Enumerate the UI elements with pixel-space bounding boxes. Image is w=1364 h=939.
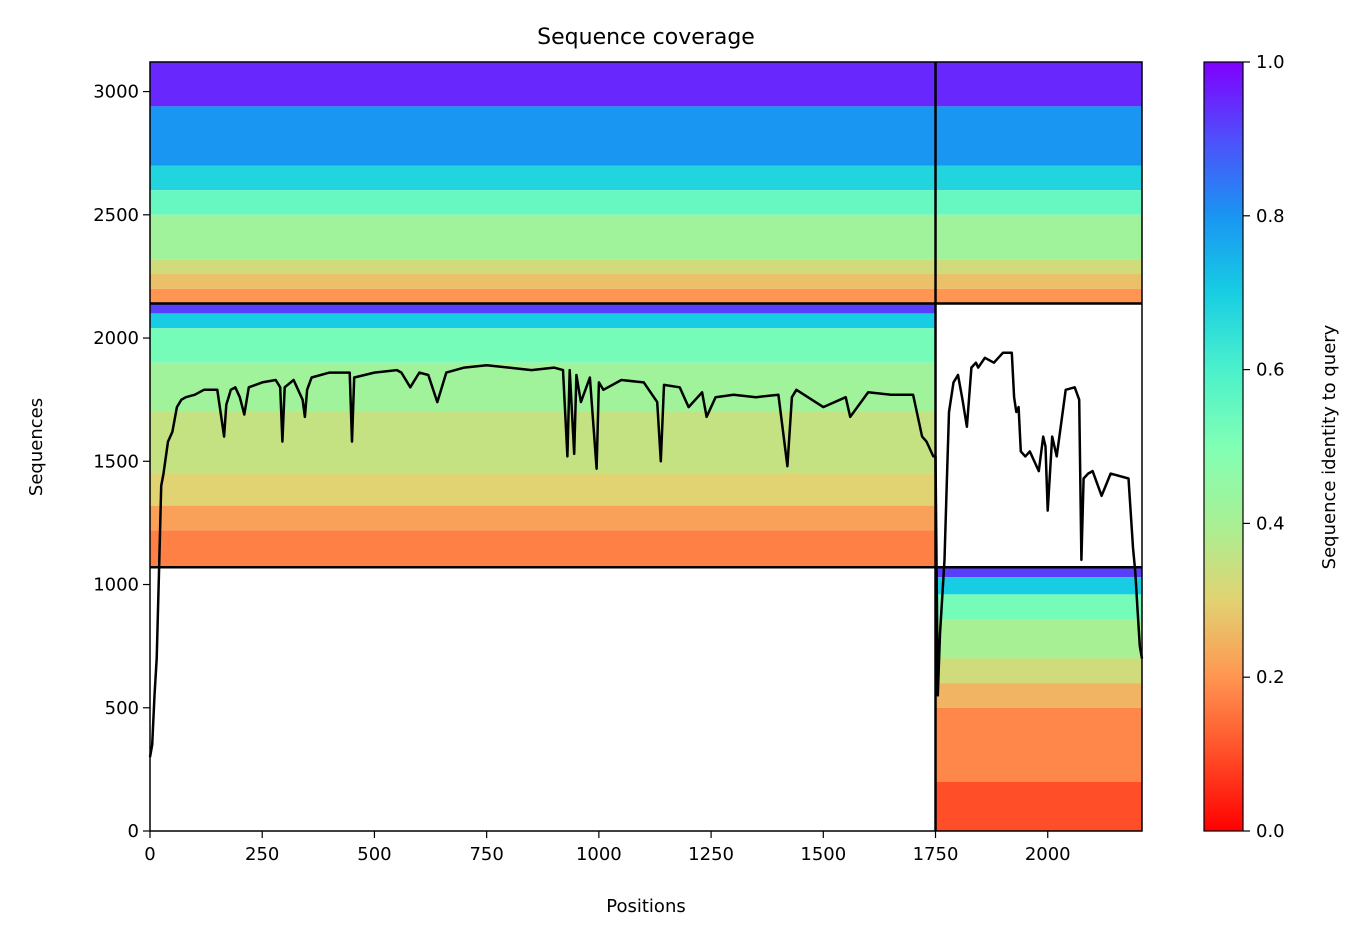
identity-band	[150, 190, 1142, 215]
x-tick-label: 1250	[688, 844, 734, 865]
y-tick-label: 2500	[93, 205, 139, 226]
x-axis-label: Positions	[606, 896, 685, 917]
colorbar-tick-label: 0.0	[1256, 821, 1285, 842]
x-axis: 0 250 500 750 1000 1250 1500 1750 2000	[144, 831, 1071, 865]
identity-band	[150, 313, 936, 329]
colorbar-ticks: 0.0 0.2 0.4 0.6 0.8 1.0	[1243, 52, 1285, 842]
identity-band	[935, 658, 1142, 684]
plot-frame	[149, 61, 1143, 832]
x-tick-label: 2000	[1025, 844, 1071, 865]
colorbar	[1203, 61, 1244, 832]
identity-band	[935, 781, 1142, 831]
identity-band	[150, 214, 1142, 260]
y-tick-label: 1500	[93, 451, 139, 472]
y-tick-label: 0	[128, 821, 139, 842]
identity-band	[150, 259, 1142, 274]
identity-band	[150, 328, 936, 363]
identity-band	[150, 505, 936, 531]
identity-band	[935, 683, 1142, 708]
x-tick-label: 1000	[576, 844, 622, 865]
heatmap-area	[150, 62, 1142, 831]
identity-band	[150, 303, 936, 314]
x-tick-label: 1750	[913, 844, 959, 865]
y-axis: 0 500 1000 1500 2000 2500 3000	[93, 82, 150, 842]
y-tick-label: 1000	[93, 575, 139, 596]
colorbar-label: Sequence identity to query	[1319, 324, 1340, 569]
identity-band	[935, 707, 1142, 782]
x-tick-label: 250	[245, 844, 279, 865]
identity-band	[935, 577, 1142, 595]
colorbar-tick-label: 1.0	[1256, 52, 1285, 73]
identity-band	[150, 288, 1142, 304]
identity-band	[150, 411, 936, 474]
y-tick-label: 500	[105, 698, 139, 719]
identity-band	[935, 567, 1142, 578]
x-tick-label: 500	[357, 844, 391, 865]
x-tick-label: 0	[144, 844, 155, 865]
coverage-line	[148, 351, 1144, 758]
identity-band	[150, 530, 936, 568]
colorbar-tick-label: 0.2	[1256, 667, 1285, 688]
y-tick-label: 3000	[93, 82, 139, 103]
identity-band	[150, 62, 1142, 107]
identity-band	[935, 619, 1142, 659]
identity-band	[150, 165, 1142, 191]
colorbar-tick-label: 0.4	[1256, 513, 1285, 534]
coverage-line-group	[148, 351, 1144, 758]
x-tick-label: 1500	[800, 844, 846, 865]
identity-band	[935, 594, 1142, 620]
identity-band	[150, 106, 1142, 166]
block-dividers	[150, 62, 1142, 831]
colorbar-tick-label: 0.8	[1256, 206, 1285, 227]
colorbar-tick-label: 0.6	[1256, 360, 1285, 381]
identity-band	[150, 473, 936, 506]
identity-band	[150, 273, 1142, 289]
chart-title: Sequence coverage	[537, 25, 755, 50]
x-tick-label: 750	[469, 844, 503, 865]
y-axis-label: Sequences	[26, 398, 47, 496]
y-tick-label: 2000	[93, 328, 139, 349]
